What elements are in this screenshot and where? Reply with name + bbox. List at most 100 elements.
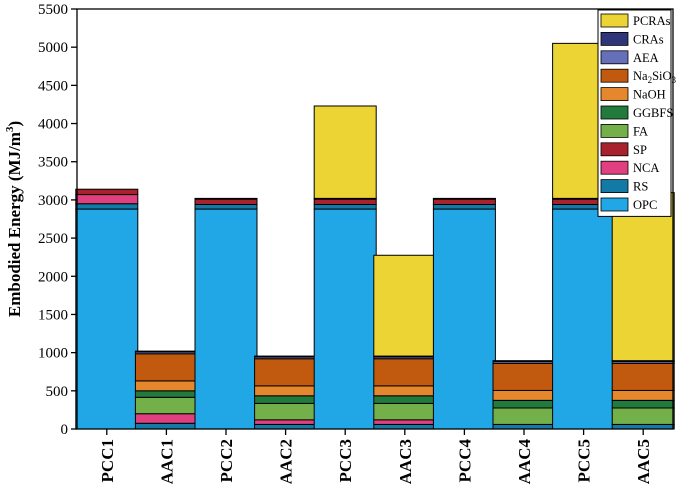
- bar-segment: [254, 419, 318, 425]
- bar-segment: [75, 194, 139, 205]
- legend-label: NCA: [633, 161, 659, 175]
- legend-item: CRAs: [600, 32, 664, 46]
- bar-stack-aac1: [134, 350, 198, 430]
- bar-segment: [194, 203, 258, 210]
- y-tick-label: 3000: [38, 193, 68, 209]
- x-tick-label: PCC3: [336, 439, 355, 482]
- y-tick-label: 500: [46, 384, 69, 400]
- legend-item: NCA: [600, 160, 659, 175]
- legend-item: FA: [600, 124, 648, 138]
- bar-segment: [134, 350, 198, 353]
- bar-segment: [134, 396, 198, 415]
- bar-segment: [134, 422, 198, 430]
- legend-label: CRAs: [633, 32, 664, 46]
- y-tick-label: 1000: [38, 346, 68, 362]
- x-tick-label: AAC1: [157, 439, 176, 484]
- legend-item: Na2SiO3: [600, 68, 677, 85]
- legend-label: PCRAs: [633, 14, 671, 28]
- bar-segment: [432, 208, 496, 430]
- y-tick-label: 4000: [38, 117, 68, 133]
- bar-segment: [75, 203, 139, 210]
- bar-segment: [373, 385, 437, 397]
- bar-segment: [611, 407, 675, 425]
- legend: PCRAs CRAs AEA Na2SiO3 NaOH GGBFS FA SP NCA RS OPC: [597, 9, 677, 217]
- legend-swatch: [600, 105, 629, 120]
- y-axis-label: Embodied Energy (MJ/m3): [4, 121, 24, 317]
- bar-segment: [492, 389, 556, 401]
- y-tick-label: 1500: [38, 307, 68, 323]
- y-tick-label: 3500: [38, 155, 68, 171]
- y-tick-label: 2000: [38, 269, 68, 285]
- bar-segment: [611, 362, 675, 391]
- legend-swatch: [600, 87, 629, 101]
- legend-label: FA: [633, 124, 648, 138]
- x-tick-label: PCC1: [98, 439, 117, 482]
- bar-segment: [373, 395, 437, 404]
- bar-segment: [134, 390, 198, 398]
- legend-label: SP: [633, 143, 647, 157]
- y-tick-label: 5500: [38, 2, 68, 18]
- bar-segment: [254, 423, 318, 430]
- legend-item: NaOH: [600, 87, 666, 102]
- legend-label: GGBFS: [633, 106, 673, 120]
- bar-segment: [373, 358, 437, 387]
- x-tick-label: AAC2: [277, 439, 296, 484]
- bar-stack-pcc2: [194, 197, 258, 430]
- bar-segment: [373, 402, 437, 421]
- bar-segment: [492, 360, 556, 362]
- bar-segment: [134, 353, 198, 382]
- legend-label: OPC: [633, 198, 657, 212]
- y-tick-label: 0: [61, 422, 69, 438]
- bar-segment: [254, 385, 318, 397]
- legend-item: RS: [600, 179, 648, 194]
- legend-swatch: [600, 142, 629, 157]
- bar-segment: [254, 355, 318, 358]
- bar-segment: [432, 203, 496, 210]
- bar-segment: [313, 198, 377, 205]
- y-tick-label: 4500: [38, 78, 68, 94]
- bar-segment: [611, 192, 675, 362]
- bar-stack-pcc4: [432, 197, 496, 430]
- bar-segment: [432, 197, 496, 200]
- legend-label: NaOH: [633, 88, 666, 102]
- bar-segment: [373, 419, 437, 425]
- bar-stack-aac3: [373, 254, 437, 430]
- legend-item: OPC: [600, 197, 657, 212]
- bar-stack-pcc3: [313, 105, 377, 430]
- x-tick-label: AAC4: [515, 439, 534, 484]
- legend-swatch: [600, 68, 629, 83]
- y-tick-label: 2500: [38, 231, 68, 247]
- bar-segment: [313, 203, 377, 210]
- bar-segment: [313, 208, 377, 430]
- bar-segment: [373, 254, 437, 357]
- legend-swatch: [600, 197, 629, 212]
- x-tick-label: PCC2: [217, 439, 236, 482]
- bar-segment: [611, 399, 675, 409]
- legend-swatch: [600, 32, 629, 46]
- legend-item: GGBFS: [600, 105, 673, 120]
- y-axis: 0 500 1000 1500 2000 2500 3000 3500 4000 4500 5000…: [38, 2, 674, 438]
- legend-label: Na2SiO3: [633, 69, 677, 85]
- x-tick-label: PCC4: [455, 439, 474, 483]
- plot-frame: [76, 8, 674, 430]
- bar-segment: [611, 423, 675, 430]
- legend-item: PCRAs: [600, 13, 671, 28]
- bar-segment: [492, 407, 556, 425]
- bar-segment: [194, 208, 258, 430]
- bar-stack-aac4: [492, 360, 556, 430]
- bar-segment: [611, 389, 675, 401]
- legend-swatch: [600, 179, 629, 194]
- bar-stack-pcc1: [75, 188, 139, 430]
- x-tick-label: PCC5: [575, 439, 594, 482]
- bar-segment: [75, 208, 139, 430]
- bar-segment: [254, 358, 318, 387]
- legend-swatch: [600, 50, 629, 65]
- legend-swatch: [600, 124, 629, 138]
- bar-segment: [254, 402, 318, 421]
- plot-area: [75, 42, 675, 430]
- bar-segment: [492, 362, 556, 391]
- bar-segment: [134, 413, 198, 424]
- y-tick-label: 5000: [38, 40, 68, 56]
- legend-item: AEA: [600, 50, 659, 65]
